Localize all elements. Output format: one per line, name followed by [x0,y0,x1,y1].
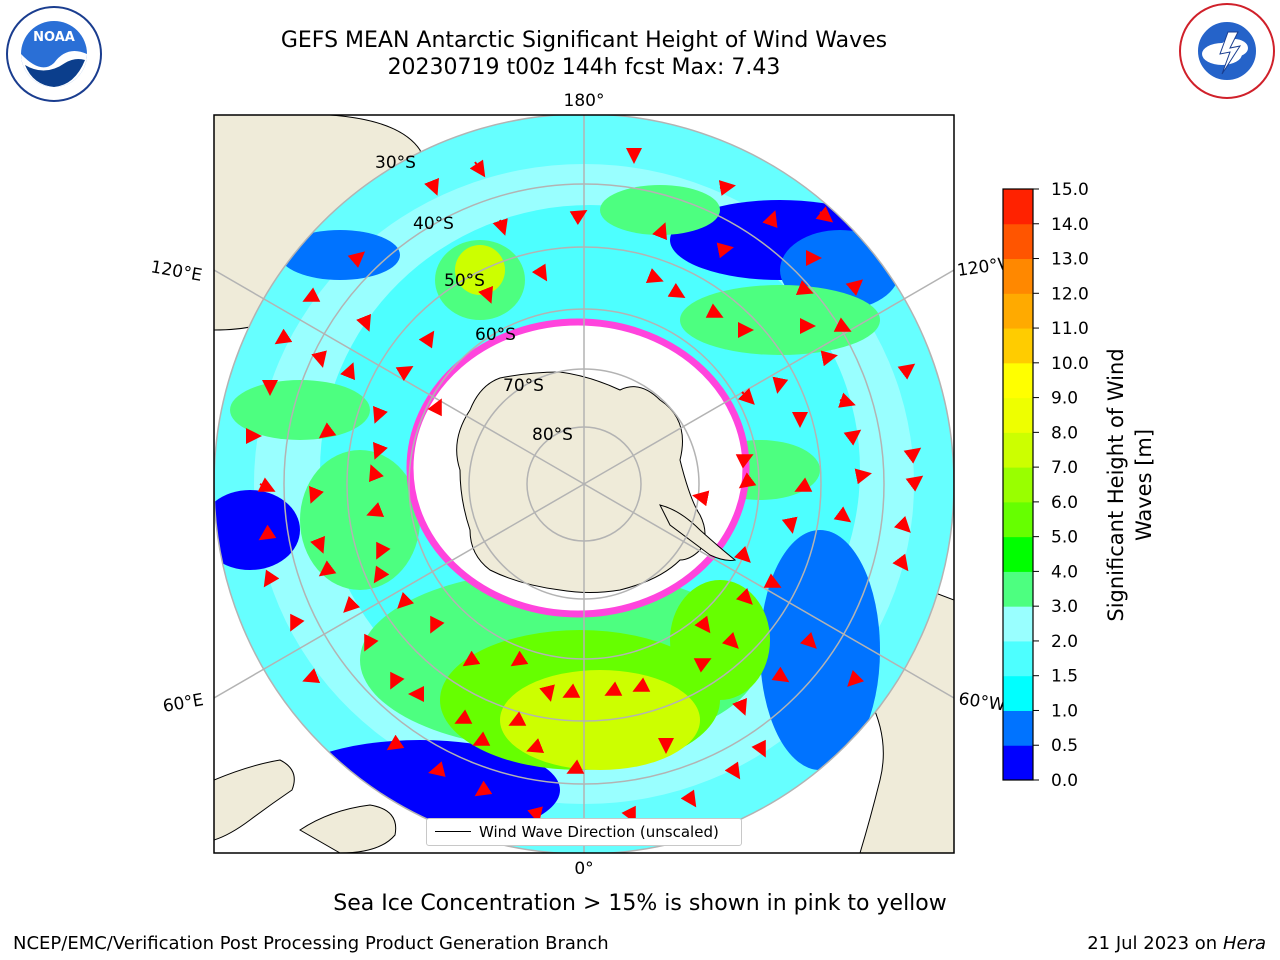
colorbar-segment [1003,640,1033,677]
lat-label-50s: 50°S [444,271,485,291]
colorbar-frame [1002,188,1034,781]
colorbar-tick-label: 0.5 [1051,736,1078,756]
sea-ice-note: Sea Ice Concentration > 15% is shown in … [333,891,947,916]
footer-date-text: 21 Jul 2023 on [1087,933,1223,954]
colorbar-segment [1003,675,1033,711]
colorbar-tick-label: 5.0 [1051,528,1078,548]
colorbar-segment [1003,710,1033,746]
colorbar-segment [1003,328,1033,364]
colorbar-tick-label: 2.0 [1051,632,1078,652]
footer-machine: Hera [1222,933,1266,954]
legend-label: Wind Wave Direction (unscaled) [479,823,719,841]
colorbar-segment [1003,258,1033,294]
map-subtitle-run: 20230719 t00z 144h fcst Max: 7.43 [387,55,781,80]
lon-label-0: 0° [574,859,593,879]
colorbar-label-line1: Significant Height of Wind [1104,348,1128,621]
colorbar-tick-label: 1.5 [1051,667,1078,687]
lat-label-60s: 60°S [475,325,516,345]
africa-land [214,759,295,841]
colorbar-tick-label: 9.0 [1051,389,1078,409]
map-title: GEFS MEAN Antarctic Significant Height o… [280,28,888,53]
colorbar-tick-label: 11.0 [1051,319,1089,339]
lat-label-40s: 40°S [413,214,454,234]
colorbar-tick-label: 6.0 [1051,493,1078,513]
colorbar-segment [1003,293,1033,329]
wave-direction-arrows [246,148,924,824]
colorbar-tick-label: 14.0 [1051,215,1089,235]
colorbar-segment [1003,536,1033,572]
nws-logo [1179,3,1275,99]
colorbar-tick-label: 4.0 [1051,562,1078,582]
footer-branch: NCEP/EMC/Verification Post Processing Pr… [13,933,609,954]
colorbar-segment [1003,397,1033,433]
colorbar-segment [1003,606,1033,642]
colorbar-tick-label: 10.0 [1051,354,1089,374]
colorbar-tick-label: 8.0 [1051,423,1078,443]
colorbar-tick-label: 15.0 [1051,180,1089,200]
colorbar-segment [1003,432,1033,468]
colorbar-segment [1003,362,1033,399]
colorbar-segment [1003,501,1033,538]
colorbar-segment [1003,189,1033,225]
noaa-logo-text: NOAA [33,30,75,45]
footer-date: 21 Jul 2023 on Hera [1087,933,1266,954]
madagascar-land [299,804,397,853]
lat-label-30s: 30°S [375,153,416,173]
lon-label-120e: 120°E [149,257,203,286]
colorbar-label-line2: Waves [m] [1132,429,1156,541]
colorbar-tick-label: 12.0 [1051,284,1089,304]
legend-line-sample [435,831,471,832]
colorbar-segment [1003,571,1033,607]
lon-label-60w: 60°W [957,689,1006,715]
lon-label-180: 180° [564,91,605,111]
lon-label-60e: 60°E [161,690,205,717]
colorbar: 0.0 0.5 1.0 1.5 2.0 3.0 4.0 5.0 6.0 7.0 8.0 9.0 10.0… [1002,180,1089,791]
colorbar-tick-label: 13.0 [1051,250,1089,270]
colorbar-segment [1003,223,1033,260]
map-frame [213,114,955,854]
colorbar-tick-label: 3.0 [1051,597,1078,617]
colorbar-tick-label: 7.0 [1051,458,1078,478]
colorbar-segment [1003,745,1033,781]
colorbar-tick-label: 1.0 [1051,701,1078,721]
colorbar-tick-label: 0.0 [1051,771,1078,791]
colorbar-segment [1003,467,1033,503]
lat-label-70s: 70°S [503,376,544,396]
map-legend: Wind Wave Direction (unscaled) [426,818,742,846]
lat-label-80s: 80°S [532,425,573,445]
noaa-logo: NOAA [6,6,102,102]
